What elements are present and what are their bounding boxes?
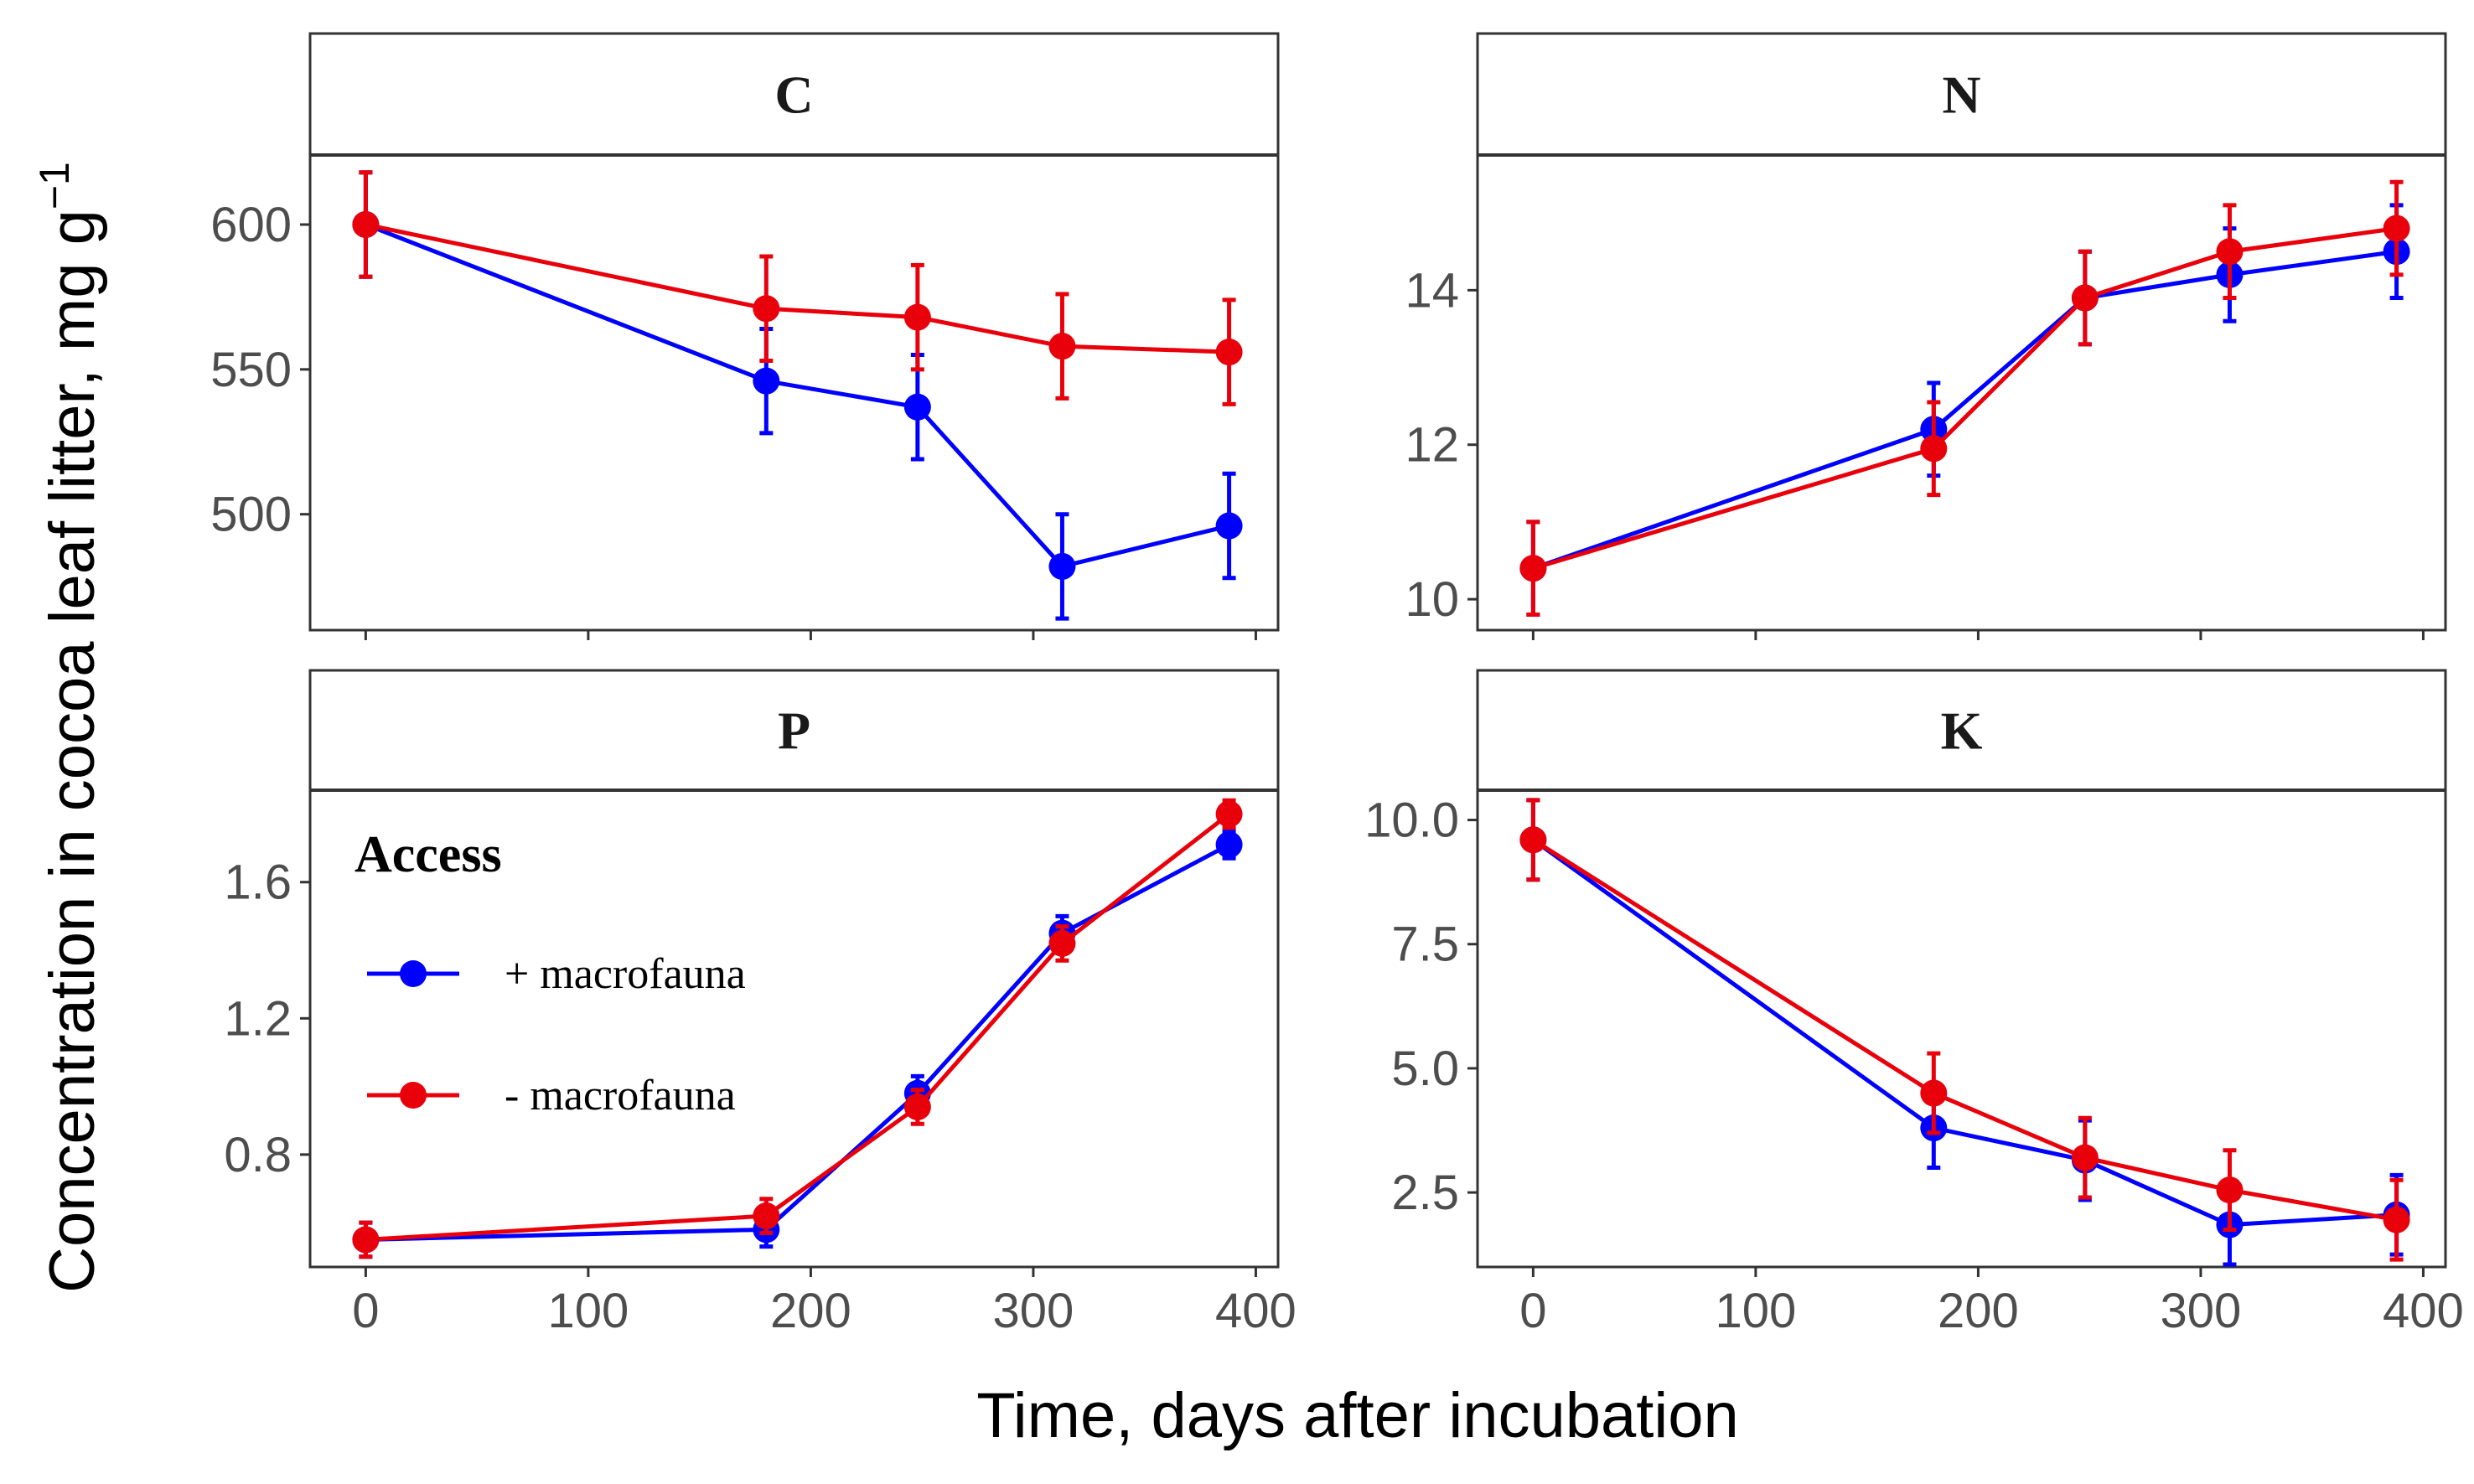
x-tick-label-K-1: 100 (1716, 1284, 1797, 1338)
point-plus-C-4 (1215, 512, 1243, 540)
y-tick-label-K-1: 5.0 (1391, 1042, 1459, 1096)
point-plus-C-1 (753, 367, 780, 395)
y-axis-title: Concentration in cocoa leaf litter, mg g… (31, 162, 108, 1293)
panel-K: K 2.5 5.0 7.5 10.0 0 100 200 300 400 (1364, 669, 2464, 1338)
point-minus-C-0 (352, 210, 380, 238)
point-minus-K-4 (2383, 1206, 2410, 1233)
strip-P (308, 669, 1280, 792)
point-minus-N-1 (1920, 435, 1948, 463)
y-axis-title-superscript: −1 (31, 162, 78, 209)
series-line-minus-C (365, 222, 1229, 354)
point-minus-P-1 (753, 1202, 780, 1230)
strip-label-K: K (1941, 701, 1983, 761)
strip-K (1476, 669, 2447, 792)
point-minus-N-0 (1519, 555, 1547, 582)
legend-label-minus: - macrofauna (505, 1072, 736, 1119)
y-tick-label-N-0: 10 (1405, 572, 1459, 627)
point-minus-N-3 (2216, 238, 2244, 266)
legend-entry-plus: + macrofauna (367, 950, 746, 998)
point-plus-P-4 (1215, 831, 1243, 859)
x-tick-label-K-3: 300 (2161, 1284, 2242, 1338)
x-tick-label-P-0: 0 (352, 1284, 379, 1338)
strip-label-C: C (774, 65, 813, 125)
x-tick-label-K-2: 200 (1938, 1284, 2019, 1338)
y-tick-label-C-1: 550 (210, 343, 292, 397)
y-tick-label-C-2: 600 (210, 198, 292, 252)
point-minus-P-3 (1048, 929, 1076, 957)
series-minus-C (352, 170, 1243, 406)
series-line-minus-N (1532, 226, 2397, 571)
strip-label-N: N (1942, 65, 1980, 125)
point-minus-K-2 (2071, 1144, 2099, 1171)
x-axis-title: Time, days after incubation (976, 1380, 1739, 1451)
y-tick-label-N-2: 14 (1405, 263, 1459, 318)
y-axis-title-main: Concentration in cocoa leaf litter, mg g (37, 209, 108, 1293)
strip-C (308, 32, 1280, 157)
y-tick-label-N-1: 12 (1405, 418, 1459, 473)
x-tick-label-P-3: 300 (993, 1284, 1074, 1338)
legend-key-point-minus (400, 1082, 427, 1109)
panel-frame-N (1476, 153, 2447, 632)
series-plus-K (1519, 798, 2410, 1267)
series-line-plus-C (365, 222, 1230, 569)
legend-key-point-plus (400, 960, 427, 987)
point-minus-K-1 (1920, 1079, 1948, 1107)
y-tick-label-P-1: 1.2 (224, 991, 292, 1046)
point-plus-C-2 (903, 393, 931, 421)
panel-frame-C (308, 153, 1280, 632)
series-plus-C (352, 170, 1243, 621)
point-minus-P-2 (903, 1093, 931, 1120)
x-tick-label-K-4: 400 (2383, 1284, 2464, 1338)
y-tick-label-P-2: 1.6 (224, 856, 292, 910)
y-tick-label-P-0: 0.8 (224, 1128, 292, 1182)
series-minus-N (1519, 179, 2410, 618)
series-line-plus-N (1532, 249, 2397, 571)
y-tick-label-C-0: 500 (210, 488, 292, 542)
strip-label-P: P (778, 701, 810, 761)
point-minus-N-2 (2071, 284, 2099, 312)
panel-P: P 0.8 1.2 1.6 0 100 200 300 400 (224, 669, 1297, 1338)
legend-entries: + macrofauna - macrofauna (367, 950, 746, 1119)
legend-entry-minus: - macrofauna (367, 1072, 736, 1119)
facet-panels: C 500 550 600 N 10 12 14 P 0.8 1.2 1.6 0 100 200 300 400… (210, 32, 2464, 1338)
series-line-plus-K (1531, 838, 2397, 1228)
series-line-minus-K (1532, 838, 2398, 1223)
point-minus-N-4 (2383, 215, 2410, 242)
series-plus-N (1519, 203, 2410, 618)
panel-N: N 10 12 14 (1405, 32, 2447, 640)
panel-C: C 500 550 600 (210, 32, 1280, 640)
panel-frame-K (1476, 789, 2447, 1269)
y-tick-label-K-3: 10.0 (1364, 794, 1459, 848)
y-tick-label-K-2: 7.5 (1391, 918, 1459, 972)
legend-label-plus: + macrofauna (505, 950, 746, 998)
y-tick-label-K-0: 2.5 (1391, 1166, 1459, 1220)
point-minus-P-4 (1215, 800, 1243, 828)
point-plus-C-3 (1048, 552, 1076, 580)
x-tick-label-P-2: 200 (770, 1284, 851, 1338)
legend-title: Access (355, 826, 502, 883)
point-minus-K-0 (1519, 826, 1547, 854)
point-minus-C-1 (753, 295, 780, 323)
series-minus-K (1519, 798, 2410, 1262)
strip-N (1476, 32, 2447, 157)
series-line-plus-P (365, 842, 1230, 1242)
point-minus-P-0 (352, 1226, 380, 1254)
x-tick-label-K-0: 0 (1519, 1284, 1546, 1338)
series-minus-P (352, 798, 1243, 1259)
point-minus-C-3 (1048, 333, 1076, 360)
legend: Access + macrofauna - macrofauna (355, 826, 746, 1119)
x-tick-label-P-1: 100 (548, 1284, 629, 1338)
x-tick-label-P-4: 400 (1215, 1284, 1297, 1338)
point-minus-C-4 (1215, 339, 1243, 366)
point-minus-K-3 (2216, 1176, 2244, 1204)
point-minus-C-2 (903, 303, 931, 331)
